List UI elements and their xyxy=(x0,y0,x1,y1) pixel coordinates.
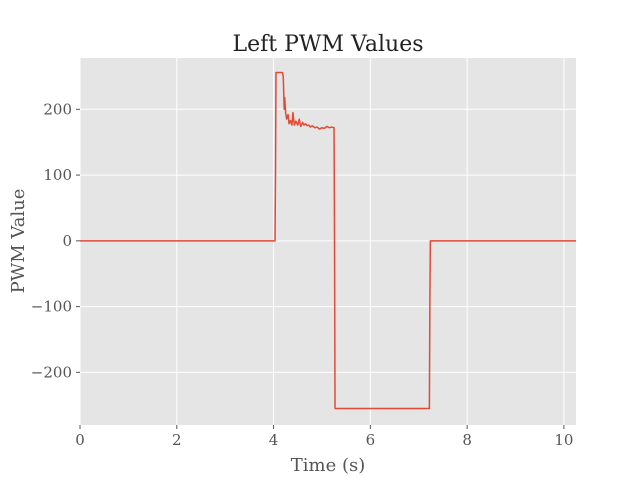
y-tick-label: −200 xyxy=(31,363,72,381)
x-tick-label: 8 xyxy=(462,431,472,449)
x-tick-label: 4 xyxy=(269,431,279,449)
tick-labels: 0 2 4 6 8 10 −200 −100 0 100 200 xyxy=(31,100,574,449)
y-tick-label: 0 xyxy=(62,232,72,250)
y-tick-label: 100 xyxy=(43,166,72,184)
x-tick-label: 2 xyxy=(172,431,182,449)
y-tick-label: −100 xyxy=(31,298,72,316)
series-line xyxy=(80,71,576,410)
y-axis-label: PWM Value xyxy=(8,189,29,294)
x-axis-label: Time (s) xyxy=(291,455,366,476)
series-lines xyxy=(80,71,576,410)
x-tick-label: 10 xyxy=(554,431,573,449)
chart-title: Left PWM Values xyxy=(232,32,423,57)
y-tick-label: 200 xyxy=(43,100,72,118)
x-tick-label: 6 xyxy=(366,431,376,449)
x-tick-label: 0 xyxy=(75,431,85,449)
